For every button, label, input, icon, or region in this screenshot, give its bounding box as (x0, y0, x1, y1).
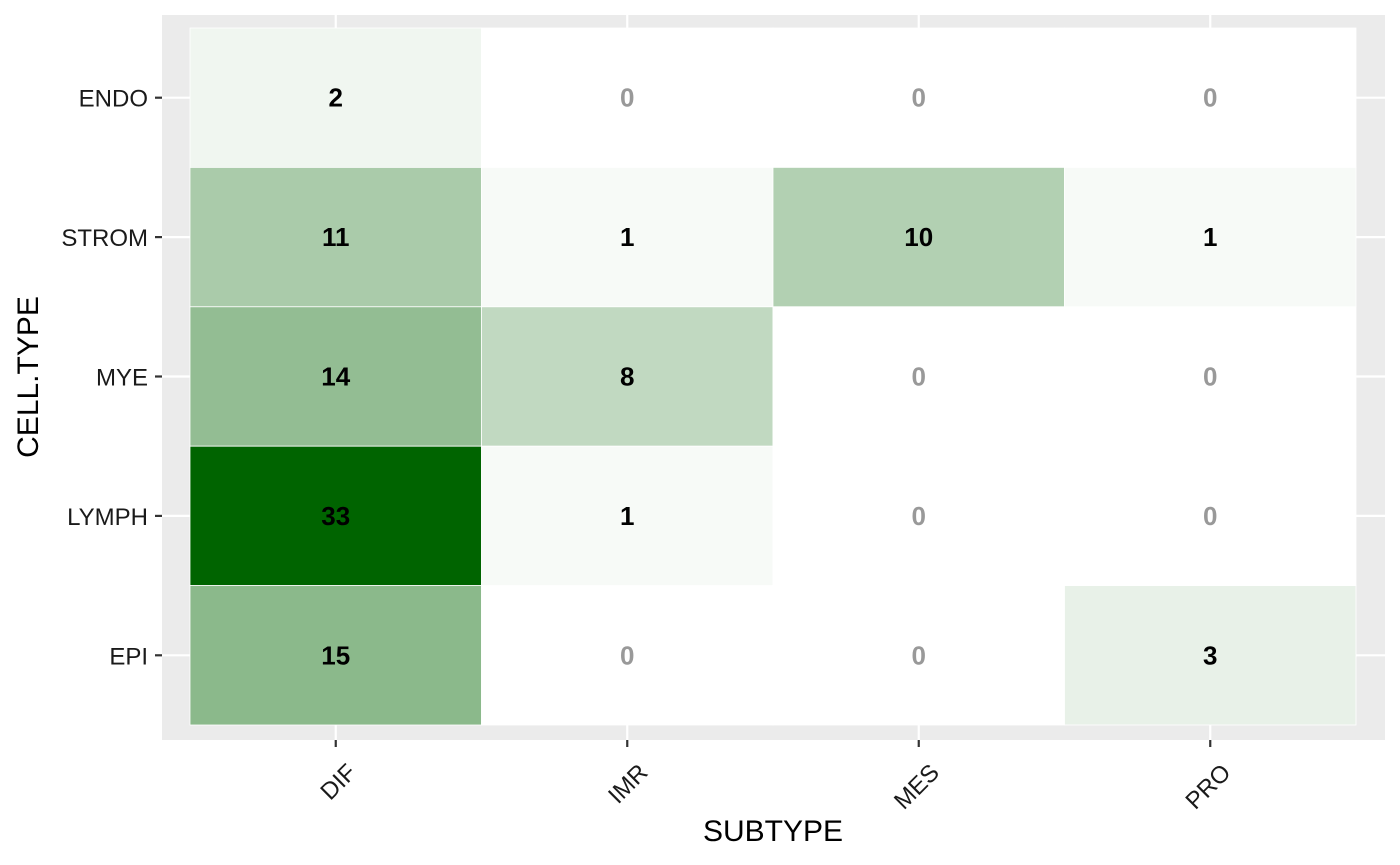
cell-value-label: 0 (620, 640, 634, 670)
x-tick-label: PRO (1180, 759, 1236, 815)
heatmap-cell (481, 27, 774, 168)
cell-value-label: 1 (1203, 222, 1217, 252)
y-axis: ENDO STROM MYE LYMPH EPI (61, 86, 162, 670)
cell-value-label: 0 (1203, 362, 1217, 392)
heatmap-cell (1064, 166, 1357, 308)
heatmap-cell (1064, 445, 1357, 587)
y-tick-label: STROM (61, 225, 148, 252)
heatmap-cells (189, 27, 1357, 726)
heatmap-cell (189, 306, 482, 447)
cell-value-label: 8 (620, 362, 634, 392)
heatmap-cell (189, 166, 482, 308)
cell-value-label: 0 (912, 362, 926, 392)
cell-value-label: 15 (321, 640, 350, 670)
cell-value-label: 1 (620, 222, 634, 252)
y-tick-label: LYMPH (67, 504, 148, 531)
cell-value-label: 0 (1203, 501, 1217, 531)
cell-value-label: 0 (912, 501, 926, 531)
x-tick-label: MES (889, 759, 945, 815)
x-tick-label: DIF (315, 759, 361, 805)
heatmap-cell (1064, 306, 1357, 447)
y-axis-title: CELL.TYPE (12, 296, 45, 458)
x-tick-label: IMR (603, 759, 653, 809)
heatmap-cell (772, 445, 1065, 587)
heatmap-cell (189, 27, 482, 168)
heatmap-cell (481, 445, 774, 587)
heatmap-cell (772, 166, 1065, 308)
x-axis: DIF IMR MES PRO (315, 740, 1236, 815)
heatmap-cell (772, 585, 1065, 726)
heatmap-cell (481, 585, 774, 726)
cell-value-label: 0 (620, 83, 634, 113)
heatmap-cell (1064, 27, 1357, 168)
y-tick-label: MYE (96, 365, 148, 392)
cell-value-label: 0 (912, 640, 926, 670)
cell-value-label: 14 (321, 362, 350, 392)
x-axis-title: SUBTYPE (703, 815, 843, 848)
heatmap-cell (189, 585, 482, 726)
cell-value-label: 0 (912, 83, 926, 113)
heatmap-cell (1064, 585, 1357, 726)
cell-value-label: 1 (620, 501, 634, 531)
cell-value-labels: 2 0 0 011 1 10 114 8 0 033 1 0 015 0 0 3 (321, 83, 1217, 671)
y-tick-label: ENDO (79, 86, 148, 113)
cell-value-label: 11 (322, 222, 350, 252)
cell-value-label: 33 (321, 501, 350, 531)
heatmap-cell (481, 306, 774, 447)
heatmap-cell (772, 27, 1065, 168)
heatmap-cell (772, 306, 1065, 447)
cell-value-label: 3 (1203, 640, 1217, 670)
cell-value-label: 0 (1203, 83, 1217, 113)
heatmap-cell (189, 445, 482, 587)
cell-value-label: 2 (329, 83, 343, 113)
cell-value-label: 10 (904, 222, 933, 252)
y-tick-label: EPI (109, 643, 148, 670)
